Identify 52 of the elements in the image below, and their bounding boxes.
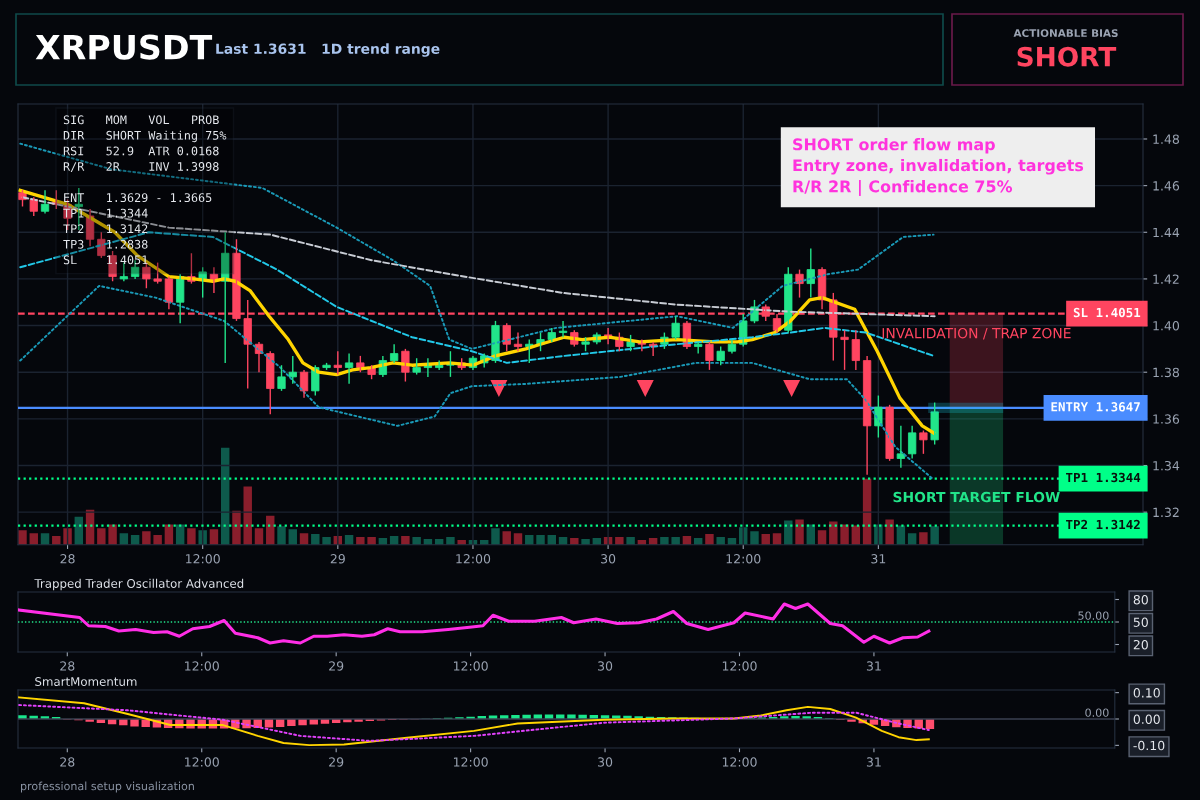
x-tick-label: 28 xyxy=(60,554,75,564)
y-tick-label: 0.10 xyxy=(1133,688,1160,698)
ref-line-label: ENTRY 1.3647 xyxy=(1051,402,1140,412)
x-tick-label: 30 xyxy=(598,757,613,767)
ref-line-label: TP1 1.3344 xyxy=(1066,472,1141,483)
ref-line-label: SL 1.4051 xyxy=(1073,307,1141,318)
x-tick-label: 31 xyxy=(866,661,881,671)
y-tick-label: 1.36 xyxy=(1153,414,1180,424)
x-tick-label: 31 xyxy=(866,757,881,767)
x-tick-label: 30 xyxy=(601,554,616,564)
y-tick-label: 20 xyxy=(1133,639,1148,650)
y-tick-label: -0.10 xyxy=(1133,740,1165,751)
y-tick-label: 80 xyxy=(1133,594,1148,605)
x-tick-label: 30 xyxy=(598,661,613,671)
y-tick-label: 1.44 xyxy=(1153,227,1180,238)
band-label: SHORT TARGET FLOW xyxy=(893,491,1060,503)
y-tick-label: 1.34 xyxy=(1153,460,1180,471)
y-tick-label: 1.40 xyxy=(1153,321,1180,331)
y-tick-label: 1.42 xyxy=(1153,274,1179,284)
chart-title: SmartMomentum xyxy=(35,677,137,686)
text: SHORT xyxy=(1017,46,1117,67)
x-tick-label: 29 xyxy=(329,661,344,671)
annotation: SHORT order flow map Entry zone, invalidation, targets R/R 2R | Confidence 75% xyxy=(793,138,1084,196)
chart-subtitle: Last 1.3631 1D trend range xyxy=(216,43,440,57)
band-label: INVALIDATION / TRAP ZONE xyxy=(882,327,1071,340)
y-tick-label: 1.32 xyxy=(1153,507,1179,518)
text: ACTIONABLE BIAS xyxy=(1013,29,1118,38)
x-tick-label: 12:00 xyxy=(453,661,488,671)
x-tick-label: 12:00 xyxy=(726,554,761,564)
y-tick-label: 1.48 xyxy=(1153,134,1179,144)
x-tick-label: 12:00 xyxy=(456,554,491,564)
y-tick-label: 1.46 xyxy=(1153,181,1180,191)
ref-line-label: TP2 1.3142 xyxy=(1066,519,1140,530)
x-tick-label: 28 xyxy=(60,661,75,671)
y-tick-label: 1.38 xyxy=(1153,367,1179,378)
x-tick-label: 28 xyxy=(60,757,75,767)
y-tick-label: 50 xyxy=(1133,617,1148,627)
x-tick-label: 12:00 xyxy=(722,757,757,767)
ref-line-label: 0.00 xyxy=(1085,708,1109,717)
x-tick-label: 31 xyxy=(871,554,886,564)
x-tick-label: 12:00 xyxy=(186,554,220,564)
y-tick-label: 0.00 xyxy=(1133,714,1160,724)
ref-line-label: 50.00 xyxy=(1078,611,1109,620)
chart-title: Trapped Trader Oscillator Advanced xyxy=(34,578,244,591)
x-tick-label: 12:00 xyxy=(185,757,219,767)
x-tick-label: 29 xyxy=(329,757,344,767)
x-tick-label: 12:00 xyxy=(185,661,219,671)
x-tick-label: 12:00 xyxy=(722,661,757,671)
text: professional setup visualization xyxy=(21,781,194,793)
x-tick-label: 29 xyxy=(330,554,345,564)
chart-title: XRPUSDT xyxy=(35,34,213,60)
x-tick-label: 12:00 xyxy=(453,757,488,767)
